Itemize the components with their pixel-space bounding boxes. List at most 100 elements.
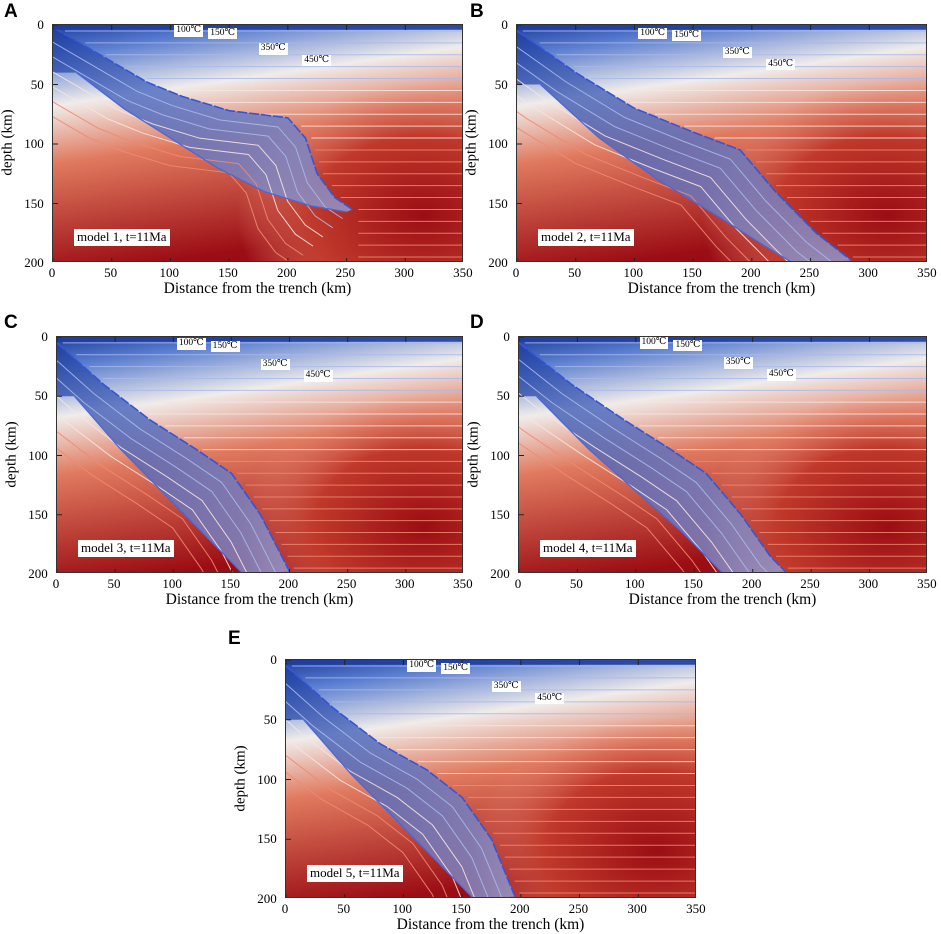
y-tick-label: 100 (257, 771, 277, 787)
x-tick-label: 200 (741, 576, 762, 591)
slab-surface-contour (519, 342, 787, 572)
cold-slab (53, 27, 353, 212)
x-tick-label: 100 (624, 576, 645, 591)
x-tick-label: 200 (276, 265, 297, 280)
heatmap-plot-area (52, 24, 463, 262)
y-tick-label: 0 (501, 17, 508, 32)
model-label: model 5, t=11Ma (307, 865, 403, 882)
isotherm-line (517, 46, 832, 261)
isotherm-label: 100℃ (639, 337, 669, 349)
surface-boundary-layer (519, 337, 926, 342)
temperature-field (517, 25, 926, 261)
x-tick-label: 350 (453, 576, 473, 591)
isotherm-line (57, 360, 276, 572)
isotherm-label: 350℃ (722, 46, 752, 59)
isotherm-line (286, 683, 503, 897)
x-tick-label: 0 (512, 265, 520, 280)
x-tick-label: 150 (682, 265, 702, 280)
x-axis-label: Distance from the trench (km) (627, 280, 816, 297)
isotherm-label: 350℃ (723, 357, 753, 369)
cold-slab (57, 342, 290, 572)
isotherm-line (57, 377, 262, 572)
y-tick-label: 200 (28, 566, 48, 581)
y-axis-label: depth (km) (232, 744, 249, 812)
x-tick-label: 150 (683, 576, 703, 591)
x-tick-label: 150 (218, 265, 238, 280)
isotherm-label: 450℃ (535, 692, 565, 705)
heatmap-plot-area (516, 24, 927, 262)
model-label: model 1, t=11Ma (74, 229, 170, 246)
heatmap-plot-area (518, 336, 927, 573)
heatmap-plot-area (285, 659, 696, 898)
isotherm-line (286, 719, 475, 897)
x-tick-label: 250 (568, 901, 589, 916)
x-tick-label: 50 (104, 265, 118, 280)
isotherm-line (519, 392, 734, 572)
slab-base-contour (536, 395, 723, 572)
panel-letter: A (4, 1, 18, 22)
x-tick-label: 0 (52, 576, 60, 591)
y-axis-label: depth (km) (465, 420, 482, 488)
x-tick-label: 100 (162, 576, 182, 591)
isotherm-line (286, 701, 489, 897)
y-tick-label: 200 (257, 891, 277, 906)
isotherm-line (286, 771, 434, 897)
isotherm-label: 150℃ (672, 30, 702, 42)
panel-letter: C (4, 312, 18, 333)
x-tick-label: 300 (627, 901, 647, 916)
x-tick-label: 100 (159, 265, 180, 280)
y-tick-label: 200 (488, 255, 508, 270)
x-tick-label: 300 (858, 265, 878, 280)
x-tick-label: 350 (453, 265, 473, 280)
slab-surface-contour (286, 665, 516, 897)
x-tick-label: 250 (799, 265, 820, 280)
y-tick-label: 150 (488, 195, 508, 211)
isotherm-line (53, 101, 304, 256)
y-tick-label: 0 (270, 652, 277, 667)
y-tick-label: 150 (490, 506, 510, 522)
x-axis-label: Distance from the trench (km) (165, 591, 354, 608)
isotherm-label: 100℃ (174, 25, 204, 37)
slab-surface-contour (53, 26, 353, 211)
isotherm-label: 150℃ (210, 340, 240, 353)
x-tick-label: 50 (569, 576, 583, 591)
x-tick-label: 350 (917, 576, 937, 591)
x-tick-label: 50 (107, 576, 121, 591)
isotherm-label: 350℃ (491, 680, 521, 693)
isotherm-label: 450℃ (303, 370, 333, 382)
model-label: model 2, t=11Ma (538, 229, 634, 246)
x-tick-label: 350 (686, 901, 706, 916)
isotherm-label: 100℃ (638, 27, 668, 40)
slab-base-contour (303, 719, 473, 897)
isotherm-line (53, 71, 324, 238)
x-tick-label: 50 (337, 901, 351, 916)
x-tick-label: 0 (281, 901, 289, 916)
y-tick-label: 50 (494, 76, 508, 92)
panel-letter: E (228, 628, 241, 649)
temperature-field (53, 25, 462, 261)
x-axis-label: Distance from the trench (km) (163, 280, 352, 297)
x-tick-label: 250 (336, 576, 357, 591)
model-label: model 4, t=11Ma (540, 540, 636, 557)
isotherm-line (519, 409, 717, 572)
slab-surface-contour (517, 30, 853, 261)
isotherm-label: 350℃ (258, 43, 288, 55)
y-tick-label: 50 (30, 76, 44, 92)
x-tick-label: 0 (514, 576, 522, 591)
y-tick-label: 50 (263, 711, 277, 727)
y-tick-label: 150 (24, 195, 44, 211)
x-tick-label: 350 (917, 265, 937, 280)
y-tick-label: 0 (503, 329, 510, 344)
y-tick-label: 100 (28, 447, 48, 463)
surface-boundary-layer (57, 337, 462, 342)
isotherm-label: 100℃ (176, 338, 206, 350)
y-tick-label: 200 (490, 566, 510, 581)
cold-slab (286, 665, 515, 897)
y-tick-label: 0 (37, 17, 44, 32)
isotherm-line (517, 62, 810, 261)
x-tick-label: 300 (858, 576, 879, 591)
cold-slab (519, 342, 786, 572)
isotherm-line (57, 431, 219, 572)
y-tick-label: 100 (488, 136, 508, 151)
isotherm-label: 450℃ (302, 55, 332, 67)
